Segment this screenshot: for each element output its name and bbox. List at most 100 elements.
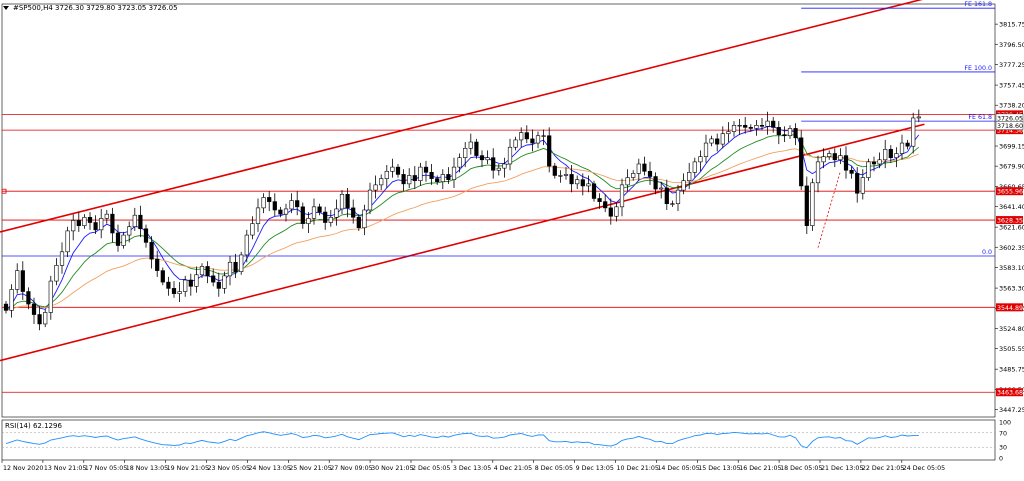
candle-body xyxy=(731,124,737,132)
candle-body xyxy=(519,132,524,141)
candle-body xyxy=(48,280,53,313)
candle-body xyxy=(838,155,843,161)
time-tick-label: 8 Dec 05:05 xyxy=(535,465,573,472)
candle-body xyxy=(216,281,221,289)
candle-body xyxy=(373,184,378,191)
candle-body xyxy=(390,166,395,172)
candle-body xyxy=(524,132,529,140)
time-tick-label: 18 Nov 13:05 xyxy=(126,465,168,472)
fib-level-label: FE 61.8 xyxy=(968,114,992,121)
candle-body xyxy=(451,166,457,180)
candle-body xyxy=(558,175,563,177)
candle-body xyxy=(317,206,322,213)
price-tick-label: 3563.30 xyxy=(999,285,1024,293)
candle-body xyxy=(435,178,440,183)
candle-body xyxy=(132,214,137,228)
time-tick-label: 15 Dec 13:05 xyxy=(698,465,740,472)
candle-body xyxy=(743,124,748,128)
price-tick-label: 3777.25 xyxy=(999,61,1024,69)
price-tag-label: 3628.35 xyxy=(997,218,1023,225)
time-tick-label: 2 Dec 05:05 xyxy=(412,465,450,472)
rsi-label: RSI(14) 62.1296 xyxy=(5,422,62,430)
candle-body xyxy=(815,161,821,184)
candle-body xyxy=(894,153,899,158)
candle-body xyxy=(653,176,658,190)
candle-body xyxy=(211,275,216,283)
price-tag-label: 3655.96 xyxy=(997,189,1023,196)
price-tick-label: 3602.35 xyxy=(999,244,1024,252)
candle-body xyxy=(681,180,686,191)
candle-body xyxy=(43,312,48,325)
price-tick-label: 3505.55 xyxy=(999,345,1024,353)
rsi-tick-label: 70 xyxy=(999,430,1007,437)
candle-body xyxy=(423,166,429,173)
candle-body xyxy=(782,134,787,137)
candle-body xyxy=(793,128,798,139)
candle-body xyxy=(31,303,37,315)
time-tick-label: 18 Dec 05:05 xyxy=(780,465,822,472)
time-tick-label: 4 Dec 21:05 xyxy=(494,465,532,472)
candle-body xyxy=(507,146,513,165)
time-tick-label: 10 Dec 21:05 xyxy=(617,465,659,472)
candle-body xyxy=(916,116,921,119)
candle-body xyxy=(283,208,289,215)
price-tag-label: 3544.89 xyxy=(997,305,1023,312)
candle-body xyxy=(569,174,574,185)
current-price-tag-box xyxy=(995,121,1024,130)
candle-body xyxy=(418,166,423,182)
candle-body xyxy=(619,184,625,208)
channel-lower-line[interactable] xyxy=(0,123,925,362)
candle-body xyxy=(905,142,910,147)
channel-upper-line[interactable] xyxy=(0,0,924,233)
candle-body xyxy=(513,139,518,148)
time-tick-label: 16 Dec 21:05 xyxy=(739,465,781,472)
candle-body xyxy=(93,222,98,231)
candle-body xyxy=(233,261,238,272)
candle-body xyxy=(597,198,602,202)
candle-body xyxy=(692,161,697,173)
candle-body xyxy=(311,206,317,219)
price-tick-label: 3738.20 xyxy=(999,102,1024,110)
price-tag-label: 3463.68 xyxy=(997,390,1023,397)
candle-body xyxy=(227,261,233,277)
rsi-tick-label: 0 xyxy=(999,456,1003,463)
fib-level-label: FE 100.0 xyxy=(964,65,992,72)
candle-body xyxy=(603,201,608,209)
candle-body xyxy=(698,156,703,163)
rsi-tick-label: 30 xyxy=(999,445,1007,452)
candle-body xyxy=(631,173,636,178)
candle-body xyxy=(860,177,865,194)
candle-body xyxy=(799,137,804,187)
fib-anchor-line[interactable] xyxy=(817,171,841,248)
current-price-tag-label: 3718.60 xyxy=(997,123,1023,130)
candle-body xyxy=(821,156,826,163)
rsi-panel: 100 70 30 0 xyxy=(2,420,1011,463)
time-tick-label: 23 Nov 05:05 xyxy=(208,465,250,472)
candle-body xyxy=(552,165,557,176)
candles-layer xyxy=(3,109,921,331)
time-tick-label: 25 Nov 21:05 xyxy=(289,465,331,472)
price-tick-label: 3757.45 xyxy=(999,82,1024,90)
fib-level-label: FE 161.8 xyxy=(964,1,992,8)
candle-body xyxy=(115,232,121,246)
candle-body xyxy=(87,216,93,223)
price-tick-label: 3660.65 xyxy=(999,183,1024,191)
candle-body xyxy=(586,183,591,187)
candle-body xyxy=(541,135,546,137)
candle-body xyxy=(468,141,473,149)
time-tick-label: 24 Nov 13:05 xyxy=(248,465,290,472)
candle-body xyxy=(827,153,832,157)
candle-body xyxy=(832,153,837,161)
candle-body xyxy=(300,206,305,224)
triangle-down-icon[interactable] xyxy=(3,6,9,10)
candle-body xyxy=(323,211,328,223)
candle-body xyxy=(687,172,692,182)
candle-body xyxy=(239,254,244,272)
candle-body xyxy=(625,177,630,186)
candle-body xyxy=(3,303,9,311)
line-anchor-handle[interactable] xyxy=(1,188,7,194)
candle-body xyxy=(177,291,182,294)
